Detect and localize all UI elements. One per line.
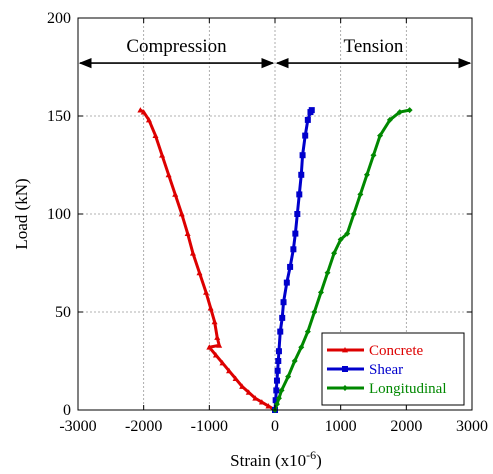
concrete-point	[145, 116, 152, 123]
concrete-point	[207, 305, 214, 311]
concrete-point	[189, 250, 196, 256]
legend-label-concrete: Concrete	[369, 343, 423, 359]
shear-point	[280, 299, 287, 306]
shear-point	[298, 171, 305, 178]
tick-labels: -3000 -2000 -1000 0 1000 2000 3000 0 50 100 150 200	[47, 10, 488, 435]
longitudinal-point	[278, 387, 285, 394]
longitudinal-point	[285, 373, 292, 380]
legend-marker-longitudinal	[342, 385, 348, 391]
x-tick-label: 3000	[456, 418, 488, 435]
concrete-point	[159, 152, 166, 158]
x-tick-label: -2000	[125, 418, 162, 435]
x-tick-label: 1000	[325, 418, 357, 435]
longitudinal-point	[331, 250, 338, 257]
concrete-point	[212, 352, 219, 358]
concrete-point	[258, 399, 265, 405]
concrete-point	[206, 344, 213, 350]
shear-point	[292, 230, 299, 237]
annotation-label: Tension	[344, 36, 404, 57]
legend-marker-shear	[342, 366, 348, 372]
legend-marker-concrete	[342, 347, 348, 353]
series-longitudinal	[272, 107, 413, 413]
legend: Concrete Shear Longitudinal	[321, 332, 465, 406]
legend-label-shear: Shear	[369, 362, 403, 378]
concrete-point	[165, 171, 172, 178]
concrete-point	[178, 211, 185, 217]
shear-point	[304, 116, 311, 123]
concrete-point	[252, 395, 259, 401]
longitudinal-point	[350, 211, 357, 217]
shear-line	[273, 109, 314, 411]
shear-point	[283, 279, 290, 286]
longitudinal-point	[363, 171, 370, 178]
y-tick-label: 0	[63, 402, 71, 419]
longitudinal-point	[386, 116, 393, 123]
y-tick-label: 200	[47, 10, 71, 27]
shear-point	[299, 152, 306, 159]
x-tick-label: -1000	[191, 418, 228, 435]
longitudinal-point	[337, 236, 344, 243]
longitudinal-point	[370, 152, 377, 159]
concrete-point	[239, 383, 246, 389]
y-tick-label: 100	[47, 206, 71, 223]
concrete-point	[203, 289, 210, 295]
shear-point	[296, 191, 303, 198]
concrete-point	[196, 269, 203, 276]
shear-point	[294, 211, 301, 217]
longitudinal-line	[273, 108, 410, 411]
concrete-point	[211, 318, 218, 325]
x-tick-label: 0	[271, 418, 279, 435]
series-shear	[272, 107, 315, 413]
longitudinal-point	[304, 328, 311, 335]
concrete-point	[214, 334, 221, 340]
y-tick-label: 150	[47, 108, 71, 125]
concrete-point	[245, 389, 252, 395]
series-layer	[137, 107, 413, 413]
longitudinal-point	[396, 109, 403, 116]
grid	[78, 18, 472, 410]
concrete-point	[184, 230, 191, 236]
longitudinal-point	[406, 107, 413, 114]
concrete-point	[152, 132, 159, 138]
shear-point	[290, 246, 297, 253]
longitudinal-point	[377, 132, 384, 139]
shear-point	[302, 132, 309, 139]
x-tick-label: 2000	[390, 418, 422, 435]
concrete-point	[172, 191, 179, 197]
shear-point	[273, 377, 280, 384]
longitudinal-point	[298, 344, 305, 351]
shear-point	[287, 263, 294, 270]
annotation-label: Compression	[126, 36, 227, 57]
x-axis-title: Strain (x10-6)	[230, 448, 322, 470]
x-tick-label: -3000	[59, 418, 96, 435]
y-axis-title: Load (kN)	[12, 178, 31, 249]
concrete-point	[216, 342, 223, 348]
shear-point	[277, 328, 284, 335]
y-tick-label: 50	[55, 304, 71, 321]
concrete-point	[219, 359, 226, 366]
concrete-point	[140, 109, 147, 115]
longitudinal-point	[275, 395, 282, 402]
longitudinal-point	[291, 358, 298, 364]
shear-point	[273, 387, 280, 394]
shear-point	[275, 358, 282, 364]
longitudinal-point	[311, 309, 318, 315]
longitudinal-point	[344, 230, 351, 237]
annotations: Compression Tension	[78, 36, 472, 69]
shear-point	[275, 348, 282, 355]
concrete-point	[137, 107, 144, 113]
longitudinal-point	[357, 191, 364, 198]
concrete-point	[232, 375, 239, 382]
series-concrete	[137, 107, 278, 413]
shear-point	[272, 397, 279, 404]
longitudinal-point	[317, 289, 324, 296]
legend-label-longitudinal: Longitudinal	[369, 381, 447, 397]
concrete-point	[226, 367, 233, 374]
shear-point	[274, 367, 281, 374]
shear-point	[279, 314, 286, 321]
longitudinal-point	[324, 269, 331, 276]
concrete-point	[265, 403, 272, 409]
shear-point	[308, 107, 315, 114]
